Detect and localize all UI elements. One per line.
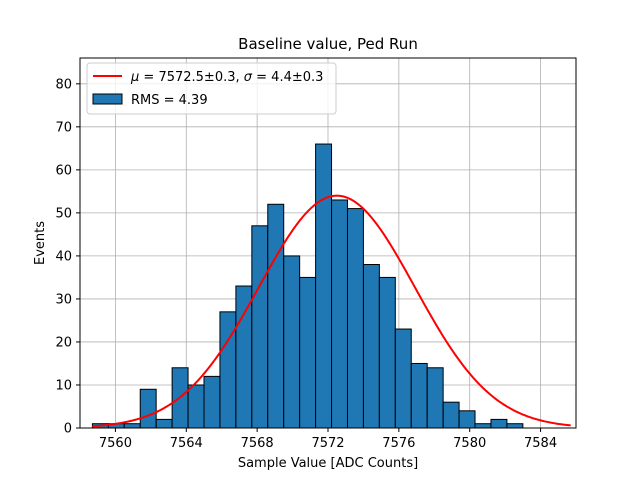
histogram-bar [187, 384, 205, 429]
legend-sigma-value: = 4.4±0.3 [252, 70, 323, 85]
legend-fit-label: μ = 7572.5±0.3, σ = 4.4±0.3 [130, 70, 323, 85]
y-tick-label: 30 [55, 292, 72, 307]
histogram-bar [378, 276, 396, 429]
x-tick-label: 7584 [524, 436, 557, 451]
x-tick-label: 7572 [311, 436, 344, 451]
x-tick-label: 7576 [382, 436, 415, 451]
legend-box [86, 62, 337, 115]
histogram-bar [458, 410, 476, 429]
chart-title: Baseline value, Ped Run [238, 35, 418, 53]
y-axis-ticks: 0 10 20 30 40 50 60 70 80 [55, 77, 80, 437]
histogram-bar [394, 328, 412, 429]
y-tick-label: 0 [64, 422, 72, 437]
y-tick-label: 10 [55, 378, 72, 393]
x-axis-ticks: 7560 7564 7568 7572 7576 7580 7584 [99, 428, 557, 451]
histogram-bar [474, 423, 492, 429]
legend-histogram-label: RMS = 4.39 [131, 93, 208, 108]
histogram-bar [442, 401, 460, 429]
legend-mu-symbol: μ [130, 70, 139, 85]
histogram-bar [139, 388, 157, 429]
histogram-bar [346, 208, 364, 429]
histogram-bar [267, 203, 285, 429]
histogram-bar [426, 367, 444, 429]
histogram-bar [203, 375, 221, 429]
x-axis-label: Sample Value [ADC Counts] [238, 456, 418, 471]
gaussian-fit [92, 194, 571, 428]
legend: μ = 7572.5±0.3, σ = 4.4±0.3 RMS = 4.39 [86, 62, 337, 115]
y-tick-label: 80 [55, 77, 72, 92]
histogram-bar [283, 255, 301, 429]
x-tick-label: 7560 [99, 436, 132, 451]
y-tick-label: 40 [55, 249, 72, 264]
legend-histogram-swatch [92, 93, 123, 105]
x-tick-label: 7564 [170, 436, 203, 451]
legend-sigma-symbol: σ [244, 70, 253, 85]
histogram-bar [251, 225, 269, 429]
y-tick-label: 60 [55, 163, 72, 178]
histogram-bar [299, 276, 317, 429]
histogram-bar [362, 264, 380, 429]
y-axis-label: Events [33, 221, 48, 265]
histogram-bars [91, 143, 524, 429]
x-tick-label: 7580 [453, 436, 486, 451]
histogram-bar [155, 418, 173, 429]
histogram-bar [506, 423, 524, 429]
gaussian-fit-line [92, 194, 571, 428]
histogram-bar [410, 362, 428, 429]
y-tick-label: 20 [55, 335, 72, 350]
histogram-bar [490, 418, 508, 429]
histogram-bar [331, 199, 348, 429]
histogram-bar [315, 143, 333, 429]
legend-mu-value: = 7572.5±0.3, [139, 70, 243, 85]
histogram-bar [235, 285, 253, 429]
histogram-bar [219, 311, 237, 429]
y-tick-label: 70 [55, 120, 72, 135]
histogram-bar [123, 423, 141, 429]
y-tick-label: 50 [55, 206, 72, 221]
x-tick-label: 7568 [241, 436, 274, 451]
